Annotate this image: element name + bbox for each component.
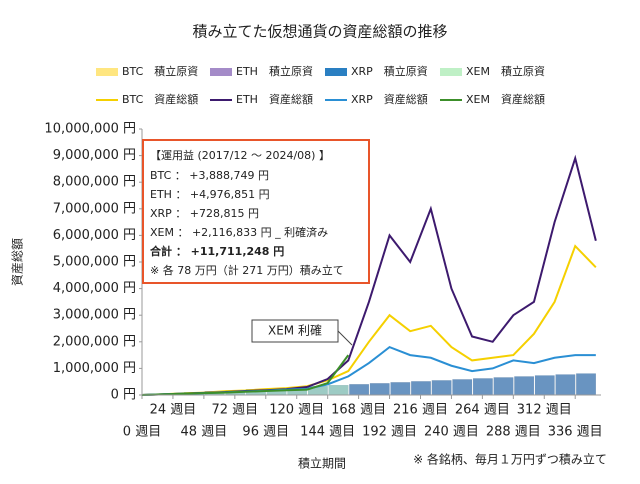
bar — [411, 381, 431, 395]
y-tick-label: 8,000,000 円 — [53, 175, 136, 190]
legend-label: ETH 資産総額 — [236, 92, 313, 106]
y-tick-label: 7,000,000 円 — [53, 201, 136, 216]
footnote: ※ 各銘柄、毎月１万円ずつ積み立て — [413, 452, 607, 467]
annotation-line: ※ 各 78 万円（計 271 万円）積み立て — [150, 263, 344, 277]
x-tick-label: 144 週目 — [300, 425, 355, 440]
bar — [493, 377, 514, 395]
bar — [328, 385, 349, 395]
y-tick-label: 9,000,000 円 — [53, 148, 136, 163]
legend-label: ETH 積立原資 — [236, 64, 313, 78]
annotation-title: 【運用益 (2017/12 ～ 2024/08) 】 — [150, 148, 330, 162]
legend-label: BTC 資産総額 — [122, 92, 198, 106]
line — [141, 354, 350, 396]
x-tick-label: 168 週目 — [331, 403, 386, 418]
legend-label: XRP 積立原資 — [351, 64, 428, 78]
x-tick-label: 216 週目 — [393, 403, 448, 418]
bar — [369, 383, 390, 395]
y-tick-label: 5,000,000 円 — [53, 255, 136, 270]
x-tick-label: 264 週目 — [455, 403, 510, 418]
x-tick-label: 0 週目 — [123, 425, 161, 440]
bar — [308, 386, 328, 395]
annotation-box — [142, 139, 370, 284]
legend-swatch — [210, 68, 232, 76]
legend-label: XRP 資産総額 — [351, 92, 428, 106]
y-tick-label: 3,000,000 円 — [53, 308, 136, 323]
x-tick-label: 24 週目 — [150, 403, 197, 418]
y-tick-label: 6,000,000 円 — [53, 228, 136, 243]
y-tick-label: 4,000,000 円 — [53, 281, 136, 296]
bar — [390, 382, 411, 395]
bar — [431, 380, 452, 395]
x-tick-label: 288 週目 — [486, 425, 541, 440]
x-tick-label: 48 週目 — [181, 425, 228, 440]
x-tick-label: 72 週目 — [211, 403, 258, 418]
annotation-line: ETH ： +4,976,851 円 — [150, 188, 270, 201]
legend-swatch — [440, 68, 462, 76]
legend-label: XEM 資産総額 — [466, 92, 545, 106]
annotation-line: 合計 ： +11,711,248 円 — [150, 244, 284, 258]
x-tick-label: 312 週目 — [517, 403, 572, 418]
y-tick-label: 10,000,000 円 — [44, 122, 136, 137]
annotation-line: XRP ： +728,815 円 — [150, 207, 259, 220]
legend-swatch — [96, 68, 118, 76]
y-tick-label: 2,000,000 円 — [53, 334, 136, 349]
x-tick-label: 336 週目 — [548, 425, 603, 440]
legend-label: BTC 積立原資 — [122, 64, 198, 78]
annotation-line: XEM ： +2,116,833 円 _ 利確済み — [150, 225, 328, 239]
x-tick-label: 96 週目 — [242, 425, 289, 440]
callout-arrow — [337, 330, 353, 346]
bar — [514, 376, 534, 395]
x-tick-label: 192 週目 — [362, 425, 417, 440]
bar — [534, 375, 555, 395]
x-tick-label: 120 週目 — [269, 403, 324, 418]
y-tick-label: 0 円 — [111, 388, 136, 403]
annotation-line: BTC ： +3,888,749 円 — [150, 169, 269, 182]
x-axis-label: 積立期間 — [298, 456, 346, 471]
legend-label: XEM 積立原資 — [466, 64, 545, 78]
y-tick-label: 1,000,000 円 — [53, 361, 136, 376]
callout: XEM 利確 — [268, 323, 322, 338]
bar — [473, 378, 493, 395]
bar — [555, 374, 576, 395]
bar — [576, 373, 596, 395]
y-axis-label: 資産総額 — [10, 238, 25, 286]
chart-title: 積み立てた仮想通貨の資産総額の推移 — [192, 23, 447, 41]
bar — [349, 384, 369, 395]
x-tick-label: 240 週目 — [424, 425, 479, 440]
legend-swatch — [325, 68, 347, 76]
bar — [287, 387, 308, 395]
bar — [452, 379, 473, 395]
